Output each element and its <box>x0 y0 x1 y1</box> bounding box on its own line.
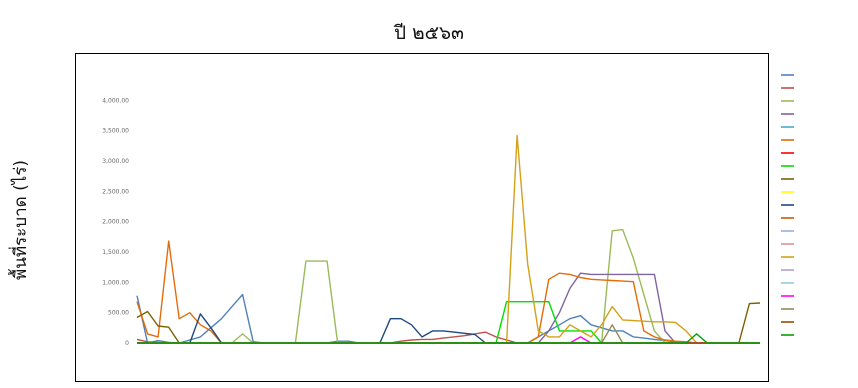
y-tick-label: 4,000.00 <box>102 97 129 104</box>
y-tick-label: 1,000.00 <box>102 279 129 286</box>
y-tick-label: 1,500.00 <box>102 249 129 256</box>
series-line-3 <box>137 228 760 344</box>
page-title: ปี ๒๕๖๓ <box>393 22 465 44</box>
y-tick-label: 2,500.00 <box>102 188 129 195</box>
chart-frame <box>75 53 769 382</box>
y-tick-label: 0 <box>125 340 129 347</box>
y-tick-label: 3,000.00 <box>102 158 129 165</box>
series-line-6 <box>136 240 760 344</box>
y-tick-label: 2,000.00 <box>102 219 129 226</box>
series-line-21 <box>137 333 760 344</box>
y-tick-label: 500.00 <box>108 310 129 317</box>
series-line-1 <box>136 293 760 344</box>
series-line-15 <box>137 134 760 344</box>
y-tick-label: 3,500.00 <box>102 128 129 135</box>
series-line-11 <box>137 313 760 344</box>
